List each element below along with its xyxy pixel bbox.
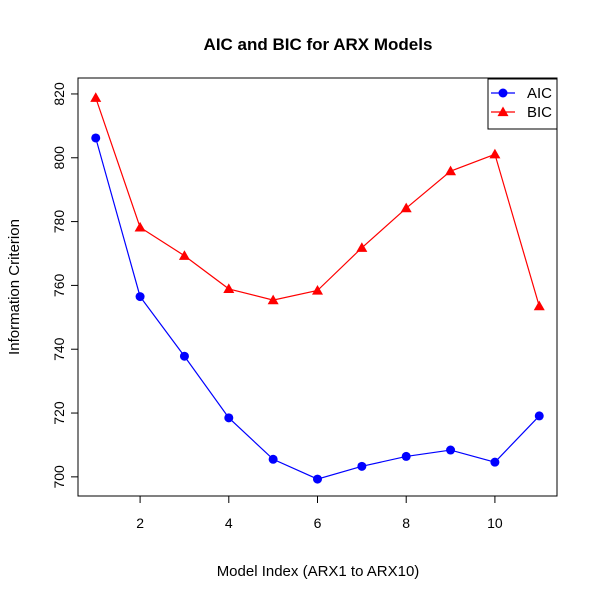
bic-point bbox=[356, 242, 368, 252]
legend-box bbox=[487, 78, 558, 130]
x-tick-label: 8 bbox=[402, 515, 410, 531]
legend-marker-aic bbox=[498, 88, 508, 98]
series-layer bbox=[90, 92, 545, 484]
y-tick-label: 700 bbox=[51, 465, 67, 489]
aic-point bbox=[534, 411, 544, 421]
aic-point bbox=[179, 351, 189, 361]
x-axis-label: Model Index (ARX1 to ARX10) bbox=[217, 563, 420, 580]
aic-point bbox=[91, 133, 101, 143]
legend: AIC BIC bbox=[487, 78, 558, 130]
y-tick-label: 800 bbox=[51, 146, 67, 170]
y-axis-label: Information Criterion bbox=[6, 219, 23, 355]
bic-point bbox=[312, 285, 323, 295]
bic-point bbox=[267, 294, 279, 305]
x-axis: 2 4 6 8 10 bbox=[136, 495, 503, 531]
y-axis: 700 720 740 760 780 800 820 bbox=[51, 82, 79, 489]
aic-line bbox=[95, 137, 540, 480]
bic-point bbox=[223, 283, 235, 294]
x-tick-label: 6 bbox=[314, 515, 322, 531]
bic-line bbox=[95, 97, 540, 307]
y-tick-label: 740 bbox=[51, 337, 67, 361]
aic-point bbox=[401, 451, 411, 461]
bic-point bbox=[134, 221, 146, 232]
aic-point bbox=[313, 474, 322, 484]
bic-point bbox=[178, 250, 190, 260]
aic-point bbox=[224, 413, 234, 423]
x-tick-label: 2 bbox=[136, 515, 144, 531]
aic-point bbox=[357, 461, 367, 471]
aic-point bbox=[268, 454, 278, 464]
x-tick-label: 4 bbox=[225, 515, 233, 531]
aic-point bbox=[490, 457, 500, 467]
x-tick-label: 10 bbox=[487, 515, 503, 531]
aic-point bbox=[135, 292, 145, 302]
bic-point bbox=[400, 202, 412, 213]
aic-point bbox=[446, 445, 456, 455]
bic-point bbox=[445, 165, 457, 176]
legend-label-bic: BIC bbox=[527, 104, 552, 121]
aic-series bbox=[91, 133, 544, 484]
y-tick-label: 780 bbox=[51, 210, 67, 234]
y-tick-label: 760 bbox=[51, 274, 67, 298]
bic-point bbox=[489, 148, 501, 159]
legend-label-aic: AIC bbox=[527, 85, 552, 102]
bic-point bbox=[90, 92, 102, 102]
bic-series bbox=[90, 92, 545, 311]
y-tick-label: 820 bbox=[51, 82, 67, 106]
chart-title: AIC and BIC for ARX Models bbox=[204, 35, 433, 54]
bic-point bbox=[533, 300, 545, 311]
y-tick-label: 720 bbox=[51, 401, 67, 425]
legend-marker-bic bbox=[497, 106, 509, 117]
